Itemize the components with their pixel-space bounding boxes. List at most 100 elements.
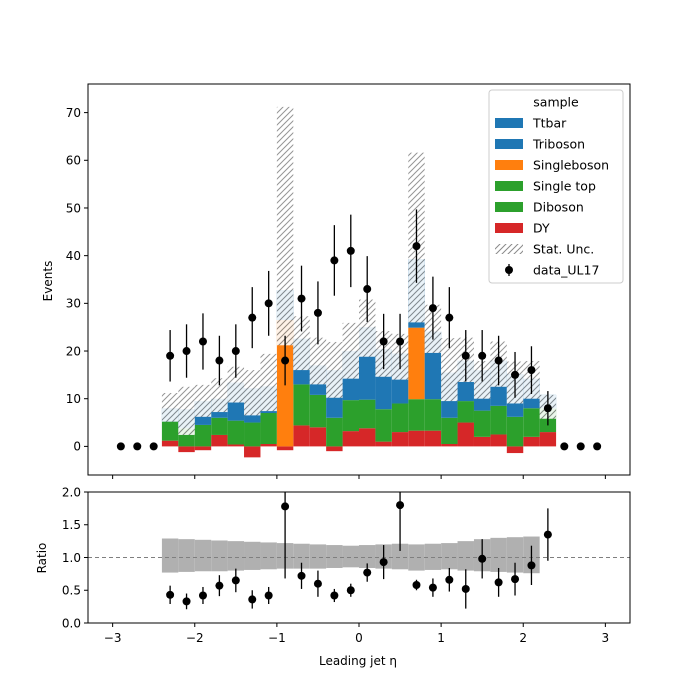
data-point	[297, 294, 306, 303]
y-tick-label: 40	[66, 249, 81, 263]
x-tick-label: −1	[268, 631, 286, 645]
legend-swatch-diboson	[495, 202, 523, 212]
y-tick-label: 50	[66, 201, 81, 215]
ratio-point	[379, 558, 388, 567]
legend-swatch-singleboson	[495, 160, 523, 170]
bar-dy	[375, 441, 392, 447]
data-point	[330, 256, 339, 265]
y-tick-label: 60	[66, 154, 81, 168]
ratio-unc-band	[326, 545, 343, 568]
data-point	[182, 347, 191, 356]
bar-dy	[539, 432, 557, 447]
bar-diboson	[506, 416, 524, 447]
ratio-unc-band	[408, 544, 425, 571]
x-tick-label: −2	[186, 631, 204, 645]
bar-diboson	[473, 410, 491, 437]
ratio-point	[511, 575, 520, 584]
bar-diboson	[441, 417, 458, 445]
data-point	[527, 366, 536, 375]
bar-dy	[523, 436, 540, 447]
ratio-point	[494, 578, 503, 587]
data-point	[231, 347, 240, 356]
ratio-unc-band	[506, 537, 524, 573]
x-tick-label: 0	[355, 631, 363, 645]
bar-dy	[276, 446, 294, 451]
ratio-point	[428, 583, 437, 592]
legend-label: Diboson	[533, 200, 584, 215]
legend-entries: Ttbar Triboson Singleboson Single top Diboso…	[495, 116, 609, 278]
data-point	[166, 351, 175, 360]
data-point	[428, 304, 437, 313]
ratio-point	[330, 591, 339, 600]
y-axis-label-events: Events	[41, 261, 55, 302]
ratio-unc-band	[441, 543, 458, 570]
stat-unc-band	[326, 341, 343, 398]
data-point	[215, 356, 224, 365]
data-point	[198, 337, 207, 346]
y-tick-label: 20	[66, 344, 81, 358]
ratio-y-tick-label: 0.0	[62, 616, 81, 630]
bar-dy	[293, 425, 310, 447]
bar-dy	[309, 427, 327, 447]
y-axis-label-ratio: Ratio	[35, 543, 49, 574]
ratio-y-tick-label: 1.5	[62, 518, 81, 532]
data-point	[560, 442, 569, 451]
data-point	[346, 246, 355, 255]
bar-dy	[359, 428, 376, 447]
ratio-unc-band	[391, 543, 409, 570]
ratio-unc-band	[194, 539, 212, 572]
bar-dy	[391, 432, 409, 447]
bar-diboson	[391, 403, 409, 433]
bar-diboson	[408, 399, 425, 431]
data-point	[396, 337, 405, 346]
ratio-point	[412, 581, 421, 590]
stat-unc-band	[342, 322, 359, 379]
stat-unc-band	[441, 338, 458, 402]
x-tick-label: 2	[519, 631, 527, 645]
stat-unc-band	[161, 392, 179, 422]
legend-swatch-single-top	[495, 181, 523, 191]
ratio-unc-band	[309, 544, 327, 569]
bar-diboson	[523, 408, 540, 437]
ratio-point	[166, 590, 175, 599]
legend-label: Ttbar	[532, 116, 567, 131]
bar-dy	[260, 444, 277, 447]
ratio-y-tick-label: 0.5	[62, 584, 81, 598]
ratio-point	[461, 584, 470, 593]
bar-dy	[408, 430, 425, 447]
bar-singleboson	[408, 327, 425, 400]
y-tick-label: 30	[66, 297, 81, 311]
ratio-unc-band	[342, 545, 359, 568]
legend-label: Triboson	[532, 137, 585, 152]
bar-dy	[473, 436, 491, 447]
x-tick-label: 1	[437, 631, 445, 645]
ratio-point	[346, 586, 355, 595]
stat-unc-band	[211, 378, 228, 413]
bar-diboson	[244, 422, 261, 447]
stat-unc-band	[260, 353, 277, 412]
legend-swatch-data	[505, 266, 513, 274]
bar-diboson	[293, 384, 310, 426]
data-point	[133, 442, 142, 451]
main-panel	[116, 106, 602, 458]
ratio-unc-band	[178, 539, 195, 572]
data-point	[379, 337, 388, 346]
data-point	[593, 442, 602, 451]
legend-label: DY	[533, 221, 550, 236]
bar-diboson	[326, 417, 343, 447]
legend-swatch-stat-unc	[495, 244, 523, 254]
ratio-unc-band	[293, 543, 310, 569]
bar-dy	[490, 434, 507, 447]
stat-unc-band	[293, 316, 310, 371]
ratio-point	[396, 501, 405, 510]
ratio-y-tick-label: 2.0	[62, 485, 81, 499]
data-point	[576, 442, 585, 451]
stat-unc-band	[309, 337, 327, 385]
legend-label: Stat. Unc.	[533, 242, 594, 257]
bar-dy	[441, 444, 458, 447]
ratio-point	[527, 561, 536, 570]
bar-dy	[506, 446, 524, 454]
stat-unc-band	[276, 106, 294, 346]
stat-unc-band	[178, 386, 195, 435]
